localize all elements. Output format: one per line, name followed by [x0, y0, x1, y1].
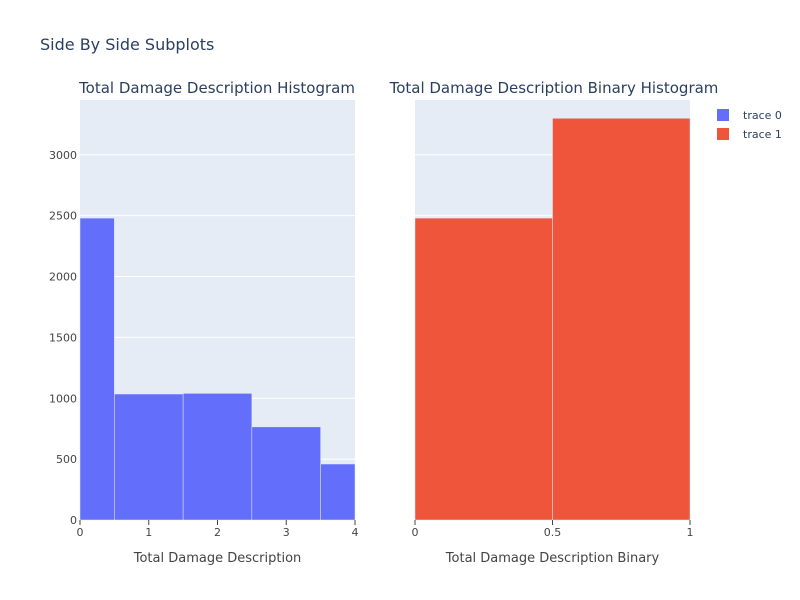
y-tick-label: 3000: [49, 149, 77, 162]
histogram-bar[interactable]: [414, 217, 553, 521]
histogram-bar[interactable]: [320, 463, 356, 521]
subplot-title: Total Damage Description Binary Histogra…: [389, 79, 719, 97]
main-title: Side By Side Subplots: [40, 35, 214, 54]
y-tick-label: 0: [70, 514, 77, 527]
histogram-bar[interactable]: [182, 393, 253, 521]
x-tick-label: 4: [352, 526, 359, 539]
x-tick-label: 3: [283, 526, 290, 539]
legend-swatch[interactable]: [717, 109, 729, 121]
y-tick-label: 2500: [49, 210, 77, 223]
subplot-right: 0 0.5 1 Total Damage Description Binary His…: [389, 79, 719, 566]
x-tick-label: 0.5: [544, 526, 562, 539]
x-axis-title: Total Damage Description: [133, 551, 302, 566]
subplot-title: Total Damage Description Histogram: [78, 79, 355, 97]
x-tick-label: 0: [77, 526, 84, 539]
y-tick-label: 2000: [49, 271, 77, 284]
x-tick-label: 2: [214, 526, 221, 539]
histogram-bar[interactable]: [114, 393, 184, 521]
legend: trace 0 trace 1: [717, 109, 782, 141]
x-axis-title: Total Damage Description Binary: [445, 551, 660, 566]
histogram-bar[interactable]: [552, 118, 691, 521]
legend-swatch[interactable]: [717, 128, 729, 140]
y-tick-label: 1500: [49, 331, 77, 344]
x-tick-label: 1: [687, 526, 694, 539]
y-tick-label: 1000: [49, 392, 77, 405]
y-tick-label: 500: [56, 453, 77, 466]
histogram-bar[interactable]: [251, 426, 321, 521]
subplot-left: 0 500 1000 1500 2000 2500 3000 0 1 2 3 4 Total Damag…: [49, 79, 359, 566]
legend-label[interactable]: trace 1: [743, 128, 782, 141]
histogram-bar[interactable]: [79, 217, 115, 521]
x-tick-label: 1: [145, 526, 152, 539]
x-tick-label: 0: [412, 526, 419, 539]
legend-label[interactable]: trace 0: [743, 109, 782, 122]
